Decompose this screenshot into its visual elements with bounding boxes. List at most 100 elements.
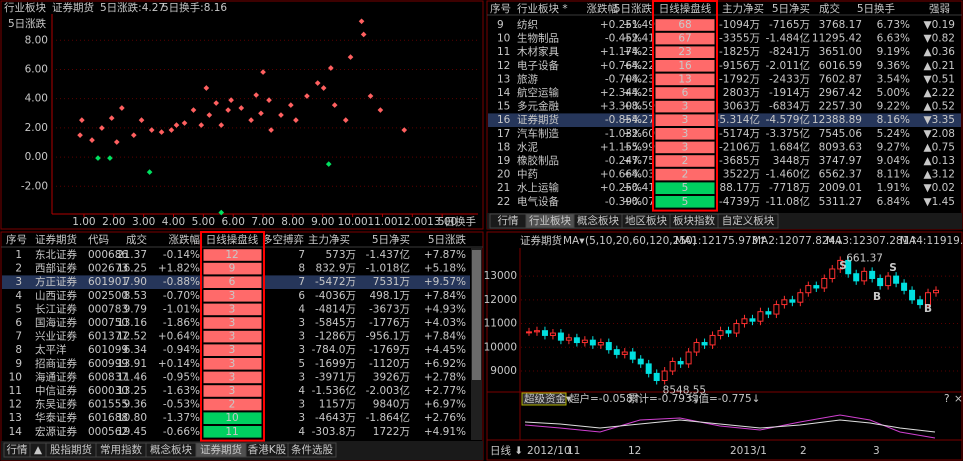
cell: -0.39% [605,196,642,208]
point [266,97,272,103]
cell: ▲2.22 [924,87,955,99]
indicator-name[interactable]: 超级资金▾ [524,392,572,405]
cell: +7.87% [424,249,466,261]
column-header: 成交 [819,2,840,15]
signal-cell [654,18,716,32]
cell: 6.63% [877,33,910,45]
cell: 600999 [88,358,128,370]
cell: +5.99 [623,141,655,153]
help-icon[interactable]: ? [944,393,950,405]
scroll-thumb[interactable] [472,250,481,380]
point [320,85,327,91]
cell: 9.19% [877,46,910,58]
candle [573,337,580,344]
cell: -1.437亿 [366,248,410,261]
cell: 15 [497,101,510,113]
cell: 东吴证券 [35,398,77,411]
tab-label[interactable]: 香港K股 [248,444,287,456]
cell: 3522万 [723,169,760,181]
period-menu[interactable]: 日线 ⬇ [490,444,523,457]
tab-label[interactable]: 常用指数 [100,443,142,456]
cell: -0.24% [605,155,642,167]
cell: +3.30% [600,101,642,113]
cell: 3 [15,276,22,288]
cell: 9.36% [877,60,910,72]
tab-label[interactable]: 股指期货 [50,443,92,456]
y-tick-label: 8.00 [25,34,48,46]
cell: 5.00% [877,87,910,99]
signal-value: 10 [225,412,238,424]
cell: -5.314亿 [716,113,760,126]
cell: 7 [298,276,305,288]
cell: 3926万 [373,371,410,383]
signal-value: 2 [682,155,689,167]
cell: 7545.06 [819,128,863,140]
signal-cell [654,154,716,168]
cell: 19 [497,155,510,167]
cell: 3063万 [723,101,760,113]
cell: 10 [9,371,22,383]
close-icon[interactable]: × [954,393,963,405]
candle [797,292,804,303]
cell: -4643万 [315,412,356,424]
tab-label[interactable]: ▲ [34,444,43,456]
cell: 14 [497,87,511,99]
cell: 8.53 [124,290,147,302]
tab-label[interactable]: 条件选股 [291,443,333,456]
point [293,117,299,123]
point [260,69,266,75]
candle [773,304,780,315]
cell: -1.63% [163,385,200,397]
tab-label[interactable]: 行情 [7,443,28,456]
cell: 长江证券 [35,302,77,315]
cell: +1.17% [600,46,642,58]
tab-label[interactable]: 自定义板块 [722,214,775,227]
date-label: 12 [628,445,641,457]
cell: 3 [298,317,305,329]
tab-label[interactable]: 证券期货 [200,443,242,456]
cell: 7602.87 [819,73,862,85]
indicator-menu[interactable] [521,392,567,406]
tab-label[interactable]: 概念板块 [150,443,192,456]
cell: 3 [298,399,305,411]
column-header: 强弱 [929,3,950,15]
cell: 3 [298,344,305,356]
point [327,65,334,71]
column-highlight [200,231,265,442]
cell: 3448万 [773,155,810,167]
signal-value: 6 [229,276,236,288]
cell: 000750 [88,317,128,329]
tab-label[interactable]: 地区板块 [625,214,667,227]
candle [757,311,764,322]
ma-value: MA3:12307.281↑ [826,235,918,247]
ma-menu[interactable]: MA▾ [563,235,585,247]
candle [589,339,596,346]
cell: +4.23 [623,73,655,85]
tab-label[interactable]: 行业板块 [529,214,571,227]
candle [741,318,748,325]
cell: -5845万 [315,317,356,329]
point [268,127,274,133]
tab-label[interactable]: 概念板块 [577,214,619,227]
signal-cell [654,140,716,155]
signal-cell [654,31,716,46]
cell: 中信证券 [35,384,77,397]
point [158,129,165,135]
cell: 7531万 [373,276,410,288]
tab[interactable] [717,213,779,229]
cell: +1.49 [623,19,655,31]
indicator-value: 超户=-0.058↑ [569,392,641,405]
cell: -0.70% [605,73,642,85]
point [89,137,95,143]
signal-cell [202,316,263,330]
y-tick-label: 11000 [484,318,517,330]
cell: 方正证券 [35,275,77,288]
cell: 证券期货 [517,113,559,126]
cell: -4036万 [315,290,356,302]
point [278,112,284,118]
tab-label[interactable]: 板块指数 [673,214,715,227]
tab-label[interactable]: 行情 [498,214,519,227]
date-label: 2012/10 [527,445,571,457]
point [148,127,155,133]
tab[interactable] [287,442,337,458]
